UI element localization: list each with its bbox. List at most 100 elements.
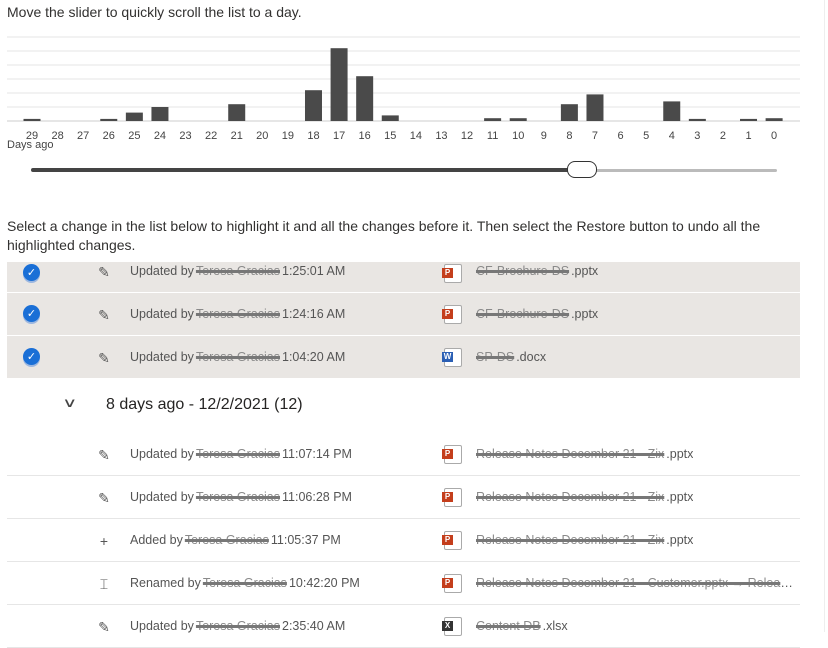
redacted-user: Teresa Gracias <box>184 533 269 547</box>
change-row[interactable]: ✎ Updated by Teresa Gracias 2:35:40 AM X Cont… <box>7 605 800 648</box>
checkmark-icon[interactable]: ✓ <box>23 305 40 322</box>
bar-day-25[interactable] <box>125 112 143 121</box>
x-tick-label: 26 <box>103 130 115 142</box>
pptx-file-icon: P <box>442 531 462 550</box>
redacted-user: Teresa Gracias <box>195 447 280 461</box>
bar-day-24[interactable] <box>151 107 169 121</box>
change-time: 11:05:37 PM <box>270 533 341 547</box>
x-tick-label: 25 <box>128 130 140 142</box>
file-extension: .pptx <box>571 307 599 321</box>
change-description: Renamed by Teresa Gracias 10:42:20 PM <box>130 576 360 590</box>
change-description: Updated by Teresa Gracias 2:35:40 AM <box>130 619 345 633</box>
chevron-down-icon[interactable]: ∨ <box>62 395 78 410</box>
change-time: 10:42:20 PM <box>288 576 360 590</box>
x-tick-label: 28 <box>51 130 63 142</box>
pptx-file-icon: P <box>442 488 462 507</box>
file-name[interactable]: Release Notes December 21 - Zix .pptx <box>474 490 693 504</box>
change-time: 11:07:14 PM <box>282 447 352 461</box>
change-time: 11:06:28 PM <box>282 490 352 504</box>
change-row[interactable]: ⌶ Renamed by Teresa Gracias 10:42:20 PM P Rel… <box>7 562 800 605</box>
file-extension: .pptx <box>666 533 694 547</box>
change-description: Updated by Teresa Gracias 11:06:28 PM <box>130 490 352 504</box>
slider-thumb[interactable] <box>567 161 598 178</box>
file-extension: .pptx <box>666 490 694 504</box>
bar-day-8[interactable] <box>560 104 578 121</box>
change-row[interactable]: ✎ Updated by Teresa Gracias 11:06:28 PM P Rel… <box>7 476 800 519</box>
file-name[interactable]: CF-Brochure-DS .pptx <box>474 264 598 278</box>
action-label: Updated by <box>130 447 194 461</box>
checkmark-icon[interactable]: ✓ <box>23 264 40 281</box>
bar-day-0[interactable] <box>765 118 783 121</box>
redacted-user: Teresa Gracias <box>195 490 280 504</box>
bar-day-7[interactable] <box>586 94 604 121</box>
bar-day-1[interactable] <box>740 118 758 121</box>
group-title: 8 days ago - 12/2/2021 (12) <box>106 396 303 413</box>
day-group-header[interactable]: ∨ 8 days ago - 12/2/2021 (12) <box>7 379 800 433</box>
file-extension: .docx <box>516 350 547 364</box>
docx-file-icon: W <box>442 348 462 367</box>
action-label: Updated by <box>130 264 194 278</box>
bar-day-18[interactable] <box>304 90 322 121</box>
changes-per-day-chart: 29 28 27 26 25 24 23 22 21 20 19 18 17 16 15 14 13 12 11 10… <box>7 36 800 142</box>
file-name[interactable]: Release Notes December 21 - Zix .pptx <box>474 533 693 547</box>
file-name[interactable]: Release Notes December 21 - Zix .pptx <box>474 447 693 461</box>
action-label: Updated by <box>130 619 194 633</box>
rename-icon: ⌶ <box>99 576 109 592</box>
selected-change-row[interactable]: ✓ ✎ Updated by Teresa Gracias 1:25:01 AM P CF-… <box>7 262 800 293</box>
bar-day-4[interactable] <box>663 101 681 121</box>
bar-day-21[interactable] <box>228 104 246 121</box>
file-extension: .pptx <box>666 447 694 461</box>
redacted-user: Teresa Gracias <box>195 307 280 321</box>
x-tick-label: 3 <box>694 130 700 142</box>
file-name[interactable]: Release Notes December 21 - Customer.ppt… <box>474 576 794 590</box>
x-tick-label: 5 <box>643 130 649 142</box>
action-label: Updated by <box>130 307 194 321</box>
bar-day-17[interactable] <box>330 48 348 122</box>
slider-track-empty[interactable] <box>582 169 777 172</box>
file-name[interactable]: CF-Brochure-DS .pptx <box>474 307 598 321</box>
redacted-file-name: CF-Brochure-DS <box>476 264 570 278</box>
x-tick-label: 8 <box>566 130 572 142</box>
change-description: Updated by Teresa Gracias 1:25:01 AM <box>130 264 345 278</box>
checkmark-icon[interactable]: ✓ <box>23 348 40 365</box>
pencil-icon: ✎ <box>98 264 110 280</box>
action-label: Added by <box>130 533 183 547</box>
bar-day-29[interactable] <box>23 118 41 121</box>
pencil-icon: ✎ <box>98 447 110 463</box>
bar-day-15[interactable] <box>381 115 399 121</box>
x-tick-label: 1 <box>745 130 751 142</box>
change-row[interactable]: + Added by Teresa Gracias 11:05:37 PM P Relea… <box>7 519 800 562</box>
change-row[interactable]: ✎ Updated by Teresa Gracias 11:07:14 PM P Rel… <box>7 433 800 476</box>
scrollbar[interactable] <box>824 0 828 632</box>
day-slider[interactable] <box>31 160 777 180</box>
pencil-icon: ✎ <box>98 490 110 506</box>
x-tick-label: 9 <box>541 130 547 142</box>
pencil-icon: ✎ <box>98 619 110 635</box>
change-description: Added by Teresa Gracias 11:05:37 PM <box>130 533 341 547</box>
slider-track-filled[interactable] <box>31 168 583 172</box>
x-tick-label: 6 <box>618 130 624 142</box>
selected-change-row[interactable]: ✓ ✎ Updated by Teresa Gracias 1:04:20 AM W SP-… <box>7 336 800 379</box>
file-name[interactable]: SP-DS .docx <box>474 350 546 364</box>
changes-list: ✓ ✎ Updated by Teresa Gracias 1:25:01 AM P CF-… <box>7 262 800 648</box>
change-description: Updated by Teresa Gracias 1:24:16 AM <box>130 307 345 321</box>
x-tick-label: 15 <box>384 130 396 142</box>
bar-day-3[interactable] <box>688 118 706 121</box>
restore-instructions: Select a change in the list below to hig… <box>7 218 761 253</box>
bar-day-10[interactable] <box>509 118 527 121</box>
slider-instructions: Move the slider to quickly scroll the li… <box>7 4 302 20</box>
x-tick-label: 20 <box>256 130 268 142</box>
change-description: Updated by Teresa Gracias 11:07:14 PM <box>130 447 352 461</box>
x-tick-label: 21 <box>231 130 243 142</box>
redacted-user: Teresa Gracias <box>202 576 287 590</box>
x-tick-label: 12 <box>461 130 473 142</box>
bar-day-16[interactable] <box>356 76 374 121</box>
redacted-file-name: Release Notes December 21 - Zix <box>476 533 665 547</box>
x-tick-label: 24 <box>154 130 166 142</box>
selected-change-row[interactable]: ✓ ✎ Updated by Teresa Gracias 1:24:16 AM P CF-… <box>7 293 800 336</box>
pptx-file-icon: P <box>442 574 462 593</box>
file-name[interactable]: Content DB .xlsx <box>474 619 568 633</box>
bar-day-11[interactable] <box>484 118 502 121</box>
bar-day-26[interactable] <box>100 118 118 121</box>
action-label: Renamed by <box>130 576 201 590</box>
